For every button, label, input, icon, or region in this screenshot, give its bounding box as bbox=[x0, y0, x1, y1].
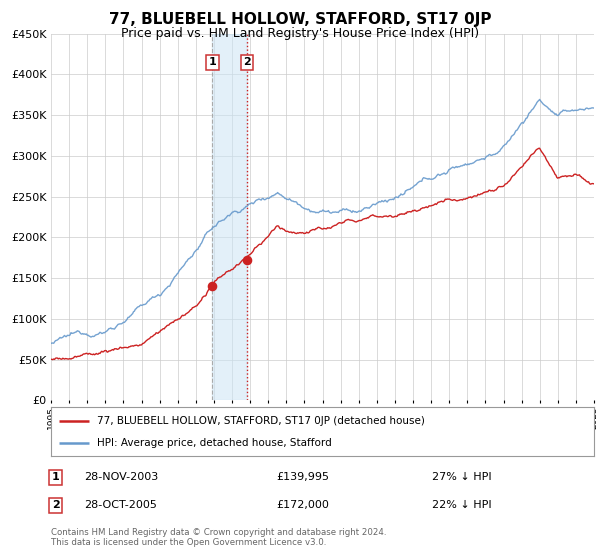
Text: HPI: Average price, detached house, Stafford: HPI: Average price, detached house, Staf… bbox=[97, 437, 332, 447]
Text: 2: 2 bbox=[52, 500, 59, 510]
Text: 2: 2 bbox=[243, 57, 251, 67]
Text: £172,000: £172,000 bbox=[276, 500, 329, 510]
Text: £139,995: £139,995 bbox=[276, 472, 329, 482]
Text: 28-NOV-2003: 28-NOV-2003 bbox=[84, 472, 158, 482]
Bar bbox=[212, 34, 247, 400]
Text: Price paid vs. HM Land Registry's House Price Index (HPI): Price paid vs. HM Land Registry's House … bbox=[121, 27, 479, 40]
Point bbox=[242, 256, 252, 265]
Text: 27% ↓ HPI: 27% ↓ HPI bbox=[432, 472, 491, 482]
Text: 77, BLUEBELL HOLLOW, STAFFORD, ST17 0JP (detached house): 77, BLUEBELL HOLLOW, STAFFORD, ST17 0JP … bbox=[97, 416, 425, 426]
Text: 22% ↓ HPI: 22% ↓ HPI bbox=[432, 500, 491, 510]
Text: 77, BLUEBELL HOLLOW, STAFFORD, ST17 0JP: 77, BLUEBELL HOLLOW, STAFFORD, ST17 0JP bbox=[109, 12, 491, 27]
Text: 28-OCT-2005: 28-OCT-2005 bbox=[84, 500, 157, 510]
Text: Contains HM Land Registry data © Crown copyright and database right 2024.
This d: Contains HM Land Registry data © Crown c… bbox=[51, 528, 386, 547]
Text: 1: 1 bbox=[208, 57, 216, 67]
Point bbox=[208, 282, 217, 291]
Text: 1: 1 bbox=[52, 472, 59, 482]
